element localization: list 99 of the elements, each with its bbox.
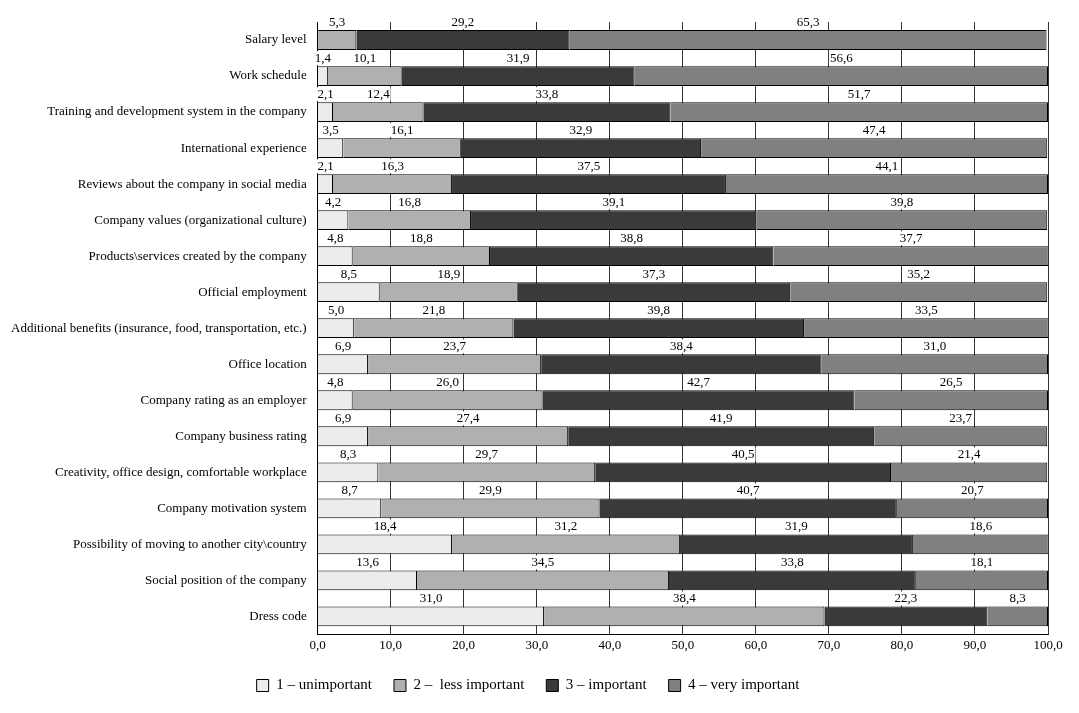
data-label: 22,3 — [894, 590, 918, 606]
x-tick-label: 60,0 — [744, 636, 768, 652]
data-label: 26,0 — [436, 374, 460, 390]
data-label: 31,9 — [785, 518, 808, 534]
y-tick-label: Work schedule — [229, 67, 307, 83]
data-label: 34,5 — [531, 554, 555, 570]
data-label: 26,5 — [939, 374, 963, 390]
data-label: 41,9 — [709, 410, 733, 426]
data-label: 5,3 — [329, 14, 346, 30]
data-label: 40,7 — [736, 482, 761, 498]
data-label: 37,5 — [577, 158, 601, 174]
y-tick-label: Social position of the company — [144, 571, 308, 587]
data-label: 2,1 — [317, 86, 334, 102]
data-label: 12,4 — [366, 86, 391, 102]
x-tick-label: 50,0 — [671, 636, 695, 652]
y-tick-label: International experience — [180, 139, 307, 155]
legend-label: 1 – unimportant — [276, 676, 373, 693]
data-label: 13,6 — [356, 554, 380, 570]
x-tick-label: 30,0 — [525, 636, 549, 652]
data-label: 18,4 — [373, 518, 397, 534]
data-label: 18,9 — [437, 266, 461, 282]
x-tick-label: 100,0 — [1033, 636, 1063, 652]
data-label: 23,7 — [949, 410, 973, 426]
y-tick-label: Creativity, office design, comfortable workplace — [55, 463, 307, 479]
data-label: 5,0 — [327, 302, 345, 318]
data-label: 18,6 — [969, 518, 993, 534]
y-tick-label: Additional benefits (insurance, food, transportation, etc.) — [10, 319, 307, 335]
data-label: 31,0 — [923, 338, 947, 354]
data-label: 32,9 — [569, 122, 593, 138]
data-label: 6,9 — [334, 338, 352, 354]
x-tick-label: 40,0 — [598, 636, 622, 652]
data-label: 1,4 — [314, 50, 332, 66]
data-label: 31,2 — [554, 518, 578, 534]
data-label: 21,4 — [957, 446, 981, 462]
data-label: 10,1 — [353, 50, 377, 66]
data-label: 37,7 — [899, 230, 923, 246]
data-label: 23,7 — [443, 338, 467, 354]
data-label: 16,8 — [398, 194, 422, 210]
y-tick-label: Company business rating — [175, 427, 308, 443]
data-label: 56,6 — [829, 50, 854, 66]
data-label: 4,2 — [325, 194, 342, 210]
data-label: 8,3 — [1009, 590, 1026, 606]
x-tick-label: 80,0 — [890, 636, 914, 652]
data-label: 6,9 — [334, 410, 352, 426]
data-label: 16,3 — [381, 158, 404, 174]
y-tick-label: Company motivation system — [157, 499, 307, 515]
data-label: 37,3 — [642, 266, 666, 282]
y-tick-label: Company values (organizational culture) — [94, 211, 307, 227]
data-label: 65,3 — [796, 14, 820, 30]
data-label: 39,8 — [890, 194, 914, 210]
data-label: 3,5 — [322, 122, 339, 138]
x-tick-label: 20,0 — [452, 636, 476, 652]
data-label: 47,4 — [862, 122, 887, 138]
y-tick-label: Possibility of moving to another city\country — [73, 535, 308, 551]
data-label: 40,5 — [731, 446, 755, 462]
data-label: 8,5 — [340, 266, 358, 282]
data-label: 51,7 — [847, 86, 872, 102]
data-label: 33,8 — [535, 86, 559, 102]
legend-label: 4 – very important — [688, 676, 801, 693]
data-label: 38,4 — [669, 338, 694, 354]
data-label: 38,8 — [620, 230, 644, 246]
data-label: 27,4 — [456, 410, 480, 426]
y-tick-label: Company rating as an employer — [140, 391, 308, 407]
y-tick-label: Salary level — [244, 31, 308, 47]
data-label: 42,7 — [687, 374, 711, 390]
data-label: 29,7 — [475, 446, 499, 462]
data-label: 16,1 — [390, 122, 414, 138]
data-label: 33,8 — [781, 554, 804, 570]
data-label: 39,1 — [602, 194, 626, 210]
x-tick-label: 10,0 — [379, 636, 403, 652]
data-label: 8,7 — [341, 482, 359, 498]
data-label: 18,8 — [409, 230, 433, 246]
x-tick-label: 70,0 — [817, 636, 841, 652]
y-tick-label: Official employment — [198, 283, 308, 299]
data-label: 2,1 — [317, 158, 334, 174]
x-tick-label: 0,0 — [309, 636, 326, 652]
data-label: 4,8 — [327, 374, 344, 390]
y-tick-label: Dress code — [249, 607, 307, 623]
data-label: 20,7 — [961, 482, 985, 498]
x-tick-label: 90,0 — [963, 636, 987, 652]
data-label: 21,8 — [422, 302, 446, 318]
y-tick-label: Office location — [228, 355, 308, 371]
data-label: 39,8 — [647, 302, 671, 318]
data-label: 35,2 — [907, 266, 931, 282]
y-tick-label: Reviews about the company in social media — [77, 175, 307, 191]
data-label: 38,4 — [672, 590, 697, 606]
data-label: 31,9 — [506, 50, 530, 66]
legend-label: 2 – less important — [413, 676, 526, 693]
data-label: 4,8 — [327, 230, 344, 246]
y-tick-label: Training and development system in the company — [47, 103, 308, 119]
y-tick-label: Products\services created by the company — [88, 247, 308, 263]
data-label: 8,3 — [340, 446, 357, 462]
legend-label: 3 – important — [565, 676, 648, 693]
data-label: 44,1 — [875, 158, 899, 174]
data-label: 33,5 — [915, 302, 938, 318]
data-label: 31,0 — [419, 590, 443, 606]
data-label: 29,9 — [479, 482, 502, 498]
data-label: 29,2 — [451, 14, 475, 30]
data-label: 18,1 — [970, 554, 994, 570]
